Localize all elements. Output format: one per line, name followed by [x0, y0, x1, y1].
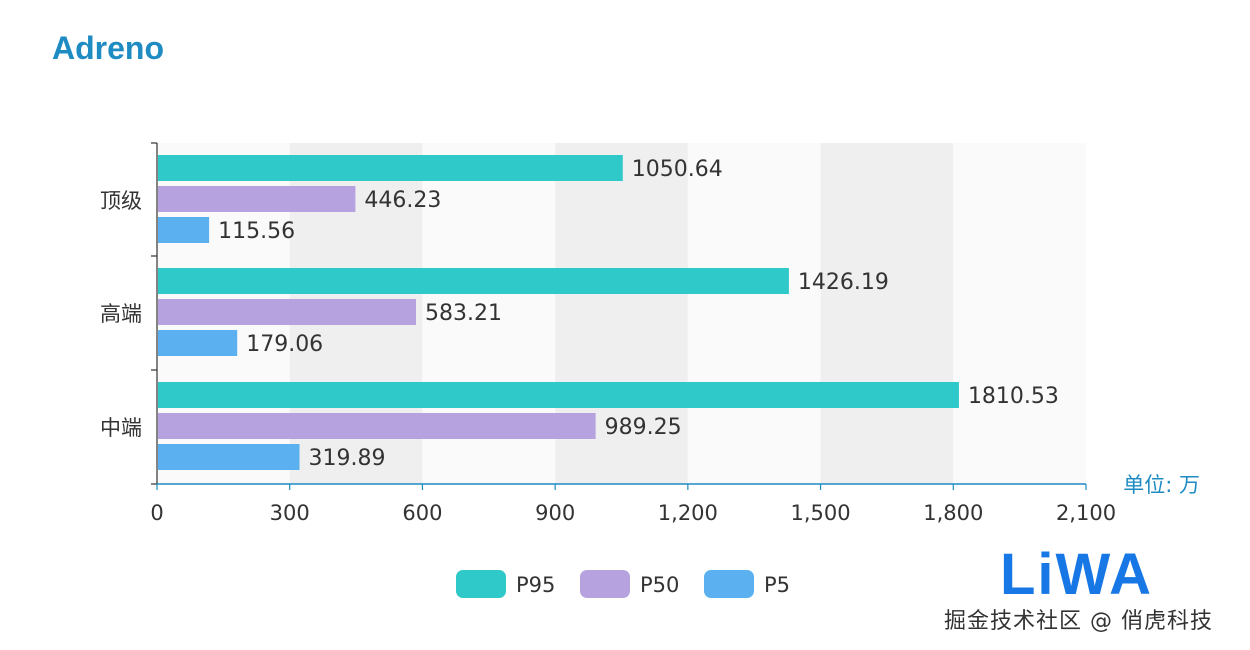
axes: 0 300 600 900 1,200 1,500 1,800 2,100 单位: 万 顶级高端中…	[100, 142, 1200, 525]
bar-p95-1	[158, 268, 789, 294]
x-tick-label: 600	[402, 501, 442, 525]
y-category-label: 高端	[100, 302, 142, 326]
watermark-caption: 掘金技术社区 @ 俏虎科技	[944, 609, 1213, 634]
x-axis-unit-label: 单位: 万	[1123, 473, 1200, 497]
bar-p5-1	[158, 330, 238, 356]
bar-value-label: 1426.19	[798, 270, 889, 295]
y-category-label: 顶级	[100, 189, 142, 213]
x-tick-label: 1,500	[791, 501, 851, 525]
bar-value-label: 179.06	[246, 332, 323, 357]
value-labels: 1050.64 1426.19 1810.53 446.23 583.21 989.25 1…	[218, 157, 1059, 471]
x-tick-label: 2,100	[1056, 501, 1116, 525]
bar-p50-0	[158, 186, 356, 212]
bar-value-label: 583.21	[425, 301, 502, 326]
x-tick-label: 0	[150, 501, 163, 525]
legend: P95 P50 P5	[456, 570, 790, 598]
x-tick-label: 1,800	[923, 501, 983, 525]
legend-label-p95[interactable]: P95	[516, 573, 555, 597]
bar-value-label: 1810.53	[968, 384, 1059, 409]
grid-band-4	[687, 143, 821, 484]
legend-label-p50[interactable]: P50	[640, 573, 679, 597]
legend-swatch-p50[interactable]	[580, 570, 630, 598]
bar-value-label: 319.89	[309, 446, 386, 471]
bar-p5-0	[158, 217, 210, 243]
x-tick-label: 300	[270, 501, 310, 525]
bars	[158, 155, 959, 470]
bar-p50-2	[158, 413, 596, 439]
chart-title: Adreno	[52, 30, 164, 66]
bar-p50-1	[158, 299, 417, 325]
grid-band-5	[820, 143, 954, 484]
liwa-logo-text: LiWA	[1000, 548, 1153, 600]
bar-value-label: 1050.64	[632, 157, 723, 182]
legend-swatch-p95[interactable]	[456, 570, 506, 598]
bar-value-label: 989.25	[605, 415, 682, 440]
x-tick-label: 1,200	[658, 501, 718, 525]
grid-band-6	[953, 143, 1086, 484]
bar-value-label: 115.56	[218, 219, 295, 244]
liwa-logo: LiWA	[1000, 542, 1204, 607]
bar-p95-2	[158, 382, 959, 408]
bar-p95-0	[158, 155, 623, 181]
legend-label-p5[interactable]: P5	[764, 573, 790, 597]
x-tick-label: 900	[535, 501, 575, 525]
bar-p5-2	[158, 444, 300, 470]
bar-value-label: 446.23	[364, 188, 441, 213]
legend-swatch-p5[interactable]	[704, 570, 754, 598]
y-category-label: 中端	[100, 416, 142, 440]
